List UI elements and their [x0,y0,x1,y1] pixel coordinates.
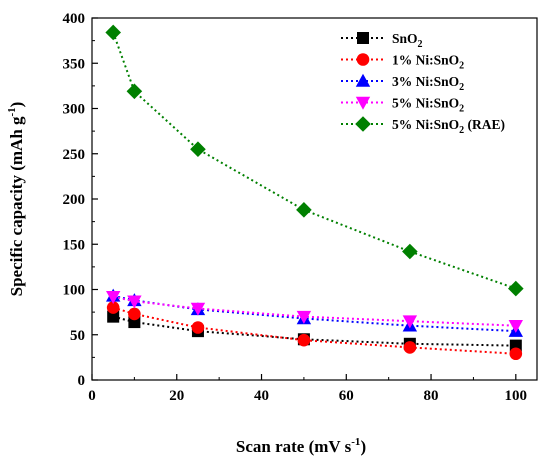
data-point [296,202,312,218]
legend-label: 5% Ni:SnO2 [392,96,464,115]
y-tick-label: 100 [63,283,86,299]
data-point [509,347,523,361]
legend-label: 1% Ni:SnO2 [392,53,464,72]
x-axis-title-main: Scan rate (mV s [236,437,352,456]
data-point [105,24,121,41]
series-line [112,306,516,355]
y-axis-title-sup: -1 [6,107,18,116]
y-tick-label: 300 [63,102,86,118]
legend-label: SnO2 [392,31,423,50]
x-tick-label: 40 [254,388,269,404]
data-point [105,290,121,304]
legend-marker [357,32,369,44]
data-point [402,243,418,260]
data-point [297,333,311,347]
legend-marker [355,73,371,87]
y-tick-label: 200 [63,192,86,208]
data-point [191,321,205,334]
series [105,290,524,333]
series [105,24,524,297]
data-point [190,141,206,158]
data-point [402,315,418,329]
x-axis-title-tail: ) [360,437,366,456]
y-tick-label: 0 [78,373,86,389]
data-point [296,310,312,324]
y-tick-label: 250 [63,147,86,163]
y-axis-title-tail: ) [7,102,26,108]
y-axis-title: Specific capacity (mAh g-1) [6,102,26,297]
legend-label: 3% Ni:SnO2 [392,74,464,93]
data-point [508,280,524,297]
y-tick-label: 350 [63,56,86,72]
x-tick-label: 20 [169,388,184,404]
data-point [126,83,143,100]
data-point [107,310,120,323]
data-point [190,302,206,316]
y-tick-label: 50 [70,328,85,344]
legend-label: 5% Ni:SnO2 (RAE) [392,117,505,136]
y-axis-title-main: Specific capacity (mAh g [7,116,26,296]
data-point [128,307,141,321]
series [106,301,523,361]
series-line [112,32,517,290]
series [105,288,524,337]
x-axis-title: Scan rate (mV s-1) [236,436,366,456]
legend-marker [356,53,370,66]
axis-ticks: 0 20 40 60 80 100 0 50 100 150 200 250 300 350 400 [63,11,528,404]
x-tick-label: 0 [88,388,96,404]
series-line [112,295,516,327]
series-line [112,315,516,347]
x-tick-label: 80 [424,388,439,404]
data-point [403,341,417,354]
x-tick-label: 100 [505,388,528,404]
y-tick-label: 150 [63,237,86,253]
legend-marker [355,116,371,132]
data-point [127,295,142,309]
x-tick-label: 60 [339,388,354,404]
y-tick-label: 400 [63,11,86,27]
data-point [106,301,120,314]
x-axis-title-sup: -1 [351,436,360,448]
series-line [112,294,516,333]
series [107,310,522,352]
legend: SnO2 1% Ni:SnO2 3% Ni:SnO2 5% Ni:SnO2 5% Ni:… [341,31,505,136]
series-layer [105,24,524,361]
legend-marker [355,96,371,110]
data-point [508,319,524,333]
